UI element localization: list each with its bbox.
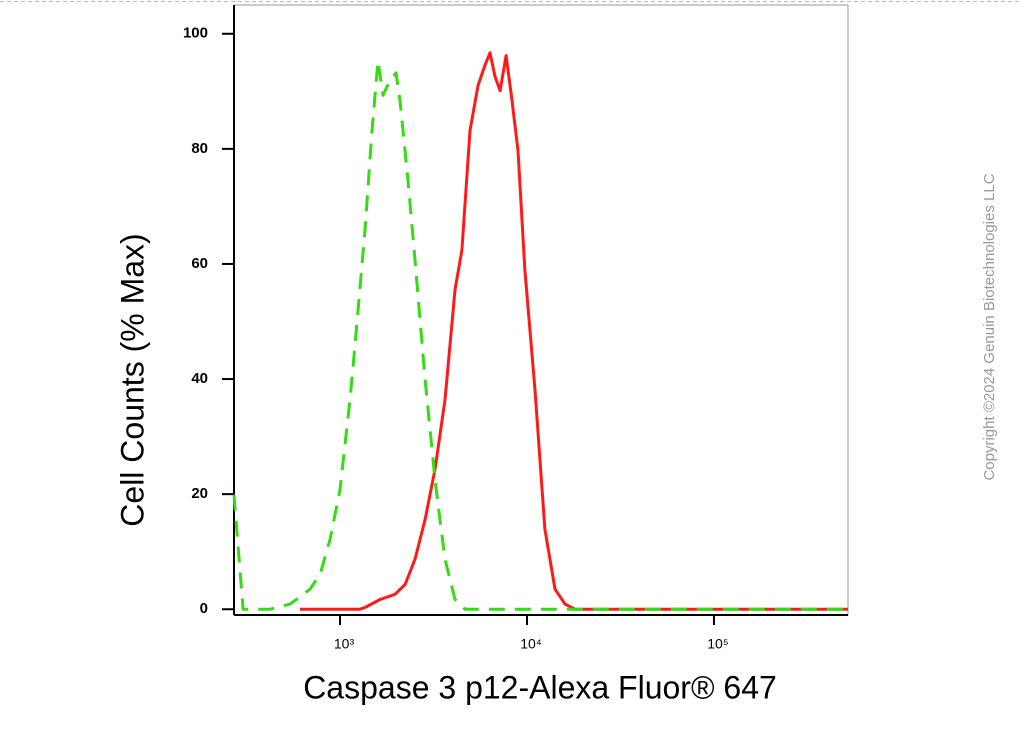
series-line [300,51,848,611]
y-tick-label: 100 [183,25,208,42]
y-tick-label: 80 [191,140,208,157]
y-tick-label: 20 [191,485,208,502]
x-tick-label: 10⁵ [707,636,728,652]
x-axis-label: Caspase 3 p12-Alexa Fluor® 647 [303,669,777,705]
x-tick-label: 10⁴ [520,636,542,652]
series-line [232,59,848,611]
y-tick-label: 0 [200,600,208,617]
x-tick-label: 10³ [334,636,355,652]
y-axis-label: Cell Counts (% Max) [114,233,150,526]
y-tick-label: 40 [191,370,208,387]
y-tick-label: 60 [191,255,208,272]
copyright: Copyright ©2024 Genuin Biotechnologies L… [981,173,998,480]
